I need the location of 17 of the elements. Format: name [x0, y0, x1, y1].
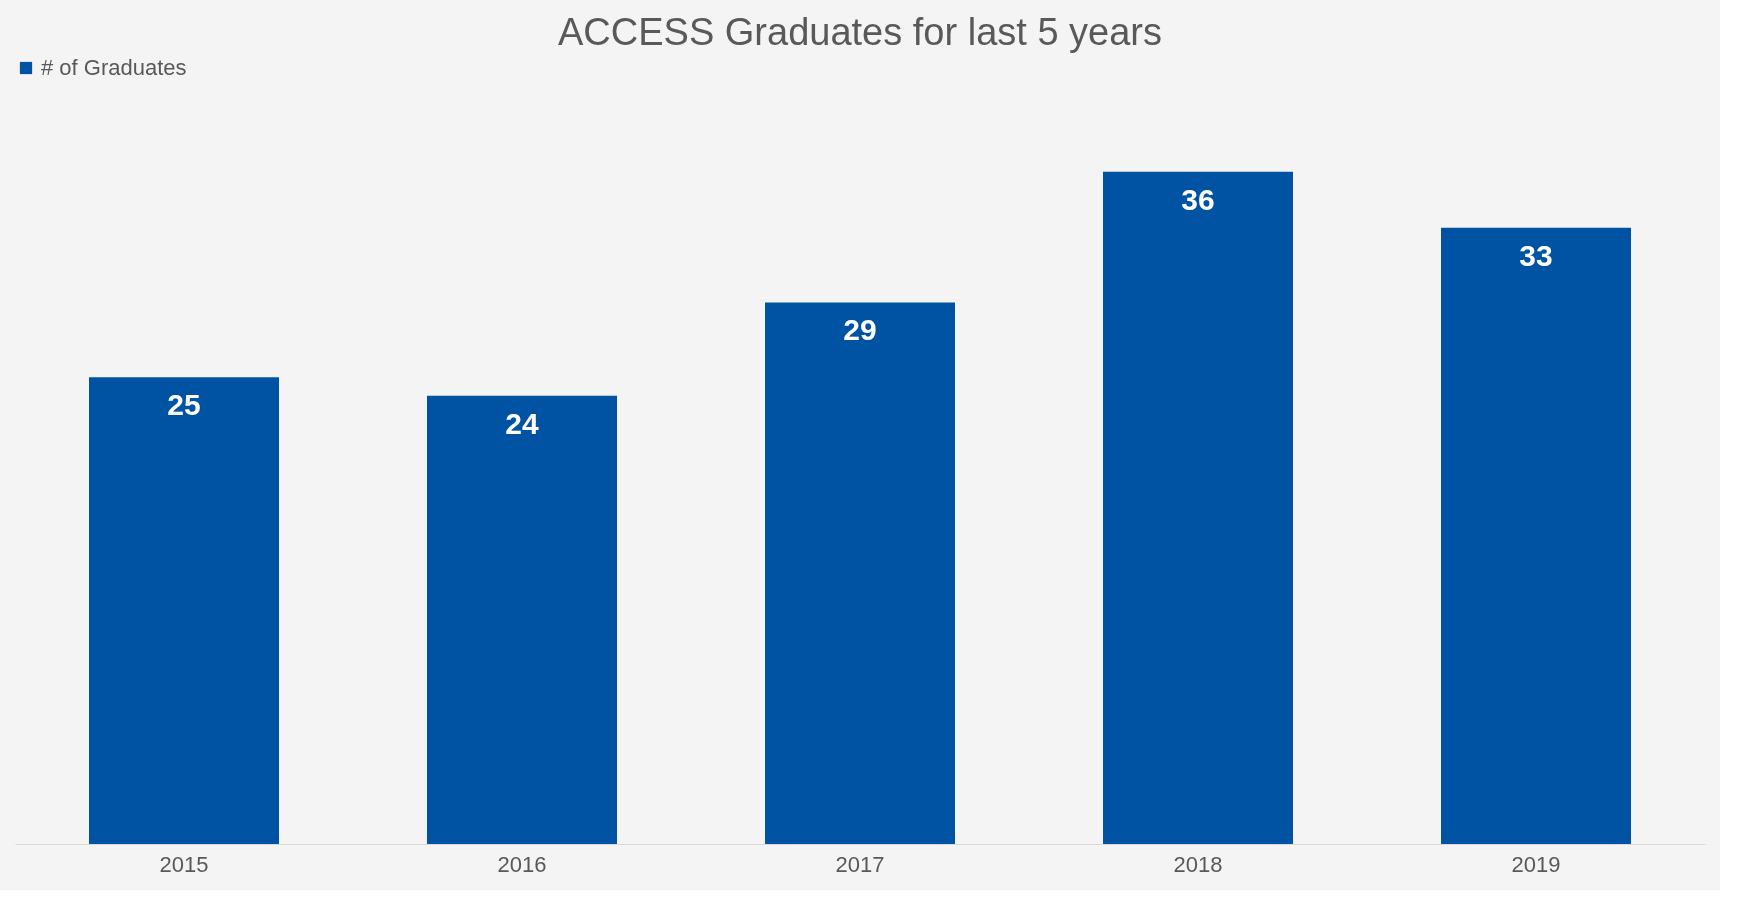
bar	[765, 302, 955, 844]
data-label: 24	[505, 406, 539, 440]
x-tick-label: 2019	[1511, 851, 1561, 877]
data-label: 33	[1519, 238, 1553, 272]
bar	[89, 377, 279, 844]
bar	[1441, 227, 1631, 844]
legend-label: # of Graduates	[41, 55, 187, 80]
bar	[1103, 171, 1293, 844]
x-tick-label: 2018	[1173, 851, 1223, 877]
x-tick-label: 2015	[159, 851, 209, 877]
data-label: 25	[167, 388, 201, 422]
data-label: 36	[1181, 182, 1215, 216]
chart-title: ACCESS Graduates for last 5 years	[557, 11, 1163, 53]
data-label: 29	[843, 313, 877, 347]
x-tick-label: 2017	[835, 851, 885, 877]
x-tick-label: 2016	[497, 851, 547, 877]
bar	[427, 395, 617, 844]
